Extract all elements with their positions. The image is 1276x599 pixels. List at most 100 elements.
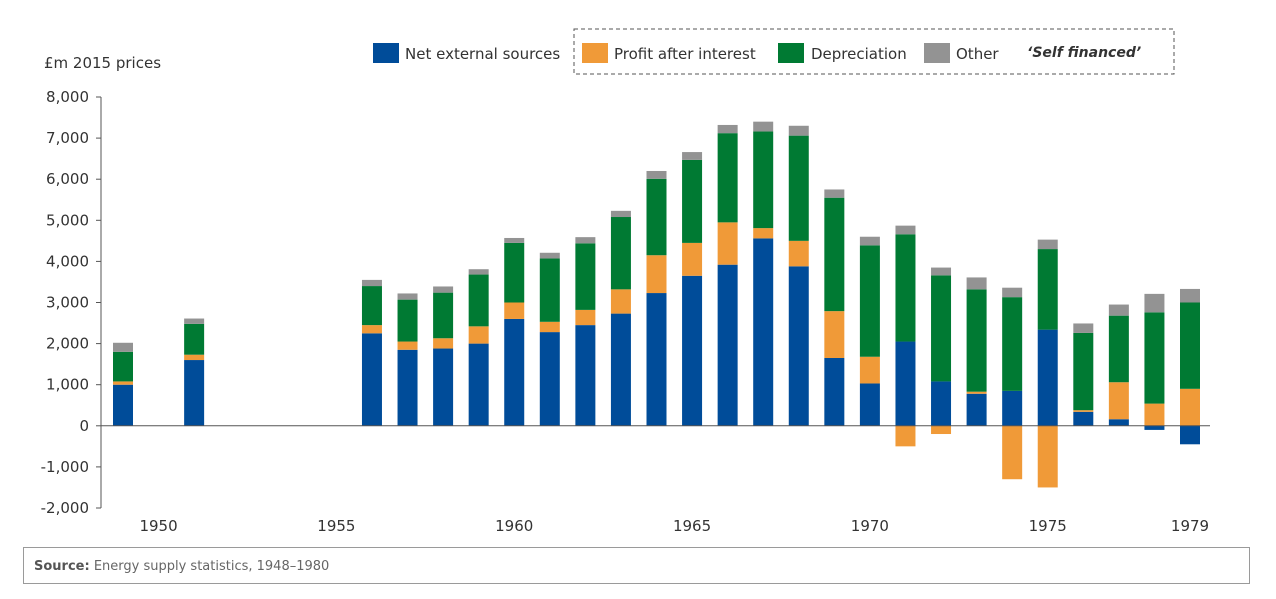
bar-net-external-sources-1959 (468, 343, 489, 426)
bar-other-1972 (931, 267, 952, 276)
bar-depreciation-1967 (753, 131, 774, 229)
bar-profit-after-interest-1959 (468, 326, 489, 344)
legend-swatch (924, 43, 950, 63)
bar-other-1968 (788, 125, 809, 136)
bar-profit-after-interest-1957 (397, 341, 418, 350)
stacked-bar-chart: £m 2015 prices -2,000 -1,000 0 1,000 2,000 3,0… (41, 28, 1210, 535)
y-tick-label: -1,000 (41, 458, 89, 476)
bar-other-1969 (824, 189, 845, 198)
bar-other-1979 (1180, 288, 1200, 303)
source-box: Source: Energy supply statistics, 1948–1… (23, 547, 1250, 584)
y-tick-label: 6,000 (46, 170, 89, 188)
bar-net-external-sources-1964 (646, 293, 667, 426)
bar-depreciation-1958 (433, 292, 454, 339)
bar-depreciation-1971 (895, 234, 916, 342)
y-tick-label: 7,000 (46, 129, 89, 147)
bar-net-external-sources-1971 (895, 341, 916, 426)
bar-other-1963 (610, 210, 631, 218)
bar-profit-after-interest-1972 (931, 425, 952, 435)
bar-net-external-sources-1966 (717, 264, 738, 426)
x-tick-label: 1979 (1171, 517, 1209, 535)
bar-net-external-sources-1977 (1108, 419, 1129, 426)
y-tick-label: -2,000 (41, 499, 89, 517)
x-tick-label: 1965 (673, 517, 711, 535)
bar-depreciation-1949 (113, 351, 133, 382)
bar-net-external-sources-1973 (966, 393, 987, 426)
bar-other-1964 (646, 170, 667, 179)
bar-profit-after-interest-1958 (433, 338, 454, 349)
bar-net-external-sources-1958 (433, 348, 454, 426)
bar-profit-after-interest-1971 (895, 425, 916, 447)
bar-net-external-sources-1956 (361, 333, 382, 426)
bar-profit-after-interest-1968 (788, 240, 809, 267)
bar-depreciation-1974 (1002, 297, 1023, 391)
bar-profit-after-interest-1965 (682, 242, 703, 276)
y-tick-label: 1,000 (46, 376, 89, 394)
bar-other-1974 (1002, 287, 1023, 298)
bar-other-1957 (397, 293, 418, 300)
bar-net-external-sources-1962 (575, 325, 596, 426)
bar-depreciation-1976 (1073, 332, 1094, 411)
bar-other-1961 (539, 252, 560, 259)
x-tick-label: 1950 (139, 517, 177, 535)
bar-other-1959 (468, 269, 489, 275)
bar-net-external-sources-1968 (788, 266, 809, 426)
bar-profit-after-interest-1979 (1180, 388, 1200, 426)
bar-depreciation-1972 (931, 275, 952, 382)
bar-net-external-sources-1979 (1180, 425, 1200, 445)
bar-other-1970 (859, 236, 880, 246)
legend-label: Profit after interest (614, 45, 756, 63)
bar-depreciation-1970 (859, 245, 880, 357)
legend-swatch (778, 43, 804, 63)
bar-net-external-sources-1969 (824, 357, 845, 426)
bar-profit-after-interest-1970 (859, 356, 880, 384)
bar-net-external-sources-1957 (397, 349, 418, 426)
bar-net-external-sources-1963 (610, 313, 631, 426)
bar-other-1977 (1108, 304, 1129, 316)
bar-profit-after-interest-1962 (575, 309, 596, 326)
self-financed-label: ‘Self financed’ (1027, 45, 1141, 61)
x-tick-label: 1955 (317, 517, 355, 535)
bar-profit-after-interest-1956 (361, 325, 382, 334)
bar-net-external-sources-1967 (753, 238, 774, 426)
bar-net-external-sources-1974 (1002, 390, 1023, 426)
bar-profit-after-interest-1966 (717, 222, 738, 265)
bar-net-external-sources-1949 (113, 384, 133, 426)
bar-profit-after-interest-1961 (539, 321, 560, 333)
bar-depreciation-1966 (717, 133, 738, 223)
bar-profit-after-interest-1974 (1002, 425, 1023, 480)
bar-net-external-sources-1972 (931, 381, 952, 426)
source-text: Energy supply statistics, 1948–1980 (89, 559, 330, 574)
bar-other-1965 (682, 152, 703, 160)
bar-depreciation-1961 (539, 258, 560, 322)
bar-profit-after-interest-1978 (1144, 403, 1165, 426)
bar-depreciation-1959 (468, 274, 489, 327)
bar-other-1971 (895, 225, 916, 235)
bar-other-1973 (966, 277, 987, 290)
bar-net-external-sources-1976 (1073, 411, 1094, 426)
source-label: Source: (34, 559, 90, 574)
bar-depreciation-1963 (610, 217, 631, 290)
bar-other-1967 (753, 121, 774, 132)
bar-net-external-sources-1965 (682, 275, 703, 426)
bar-profit-after-interest-1973 (966, 391, 987, 394)
bar-depreciation-1960 (504, 242, 525, 303)
bar-depreciation-1964 (646, 178, 667, 256)
bar-profit-after-interest-1963 (610, 289, 631, 314)
bar-depreciation-1962 (575, 243, 596, 310)
bar-depreciation-1978 (1144, 312, 1165, 404)
bar-other-1960 (504, 237, 525, 243)
bar-profit-after-interest-1975 (1037, 425, 1058, 488)
bar-net-external-sources-1975 (1037, 329, 1058, 426)
bar-depreciation-1969 (824, 197, 845, 312)
bar-other-1975 (1037, 239, 1058, 250)
source-note: Source: Energy supply statistics, 1948–1… (34, 559, 329, 574)
legend-swatch (373, 43, 399, 63)
self-financed-box (573, 28, 1175, 75)
x-tick-label: 1960 (495, 517, 533, 535)
bar-net-external-sources-1961 (539, 332, 560, 426)
bar-profit-after-interest-1967 (753, 228, 774, 239)
bar-depreciation-1979 (1180, 302, 1200, 389)
bar-depreciation-1977 (1108, 315, 1129, 383)
legend-label: Depreciation (811, 45, 907, 63)
